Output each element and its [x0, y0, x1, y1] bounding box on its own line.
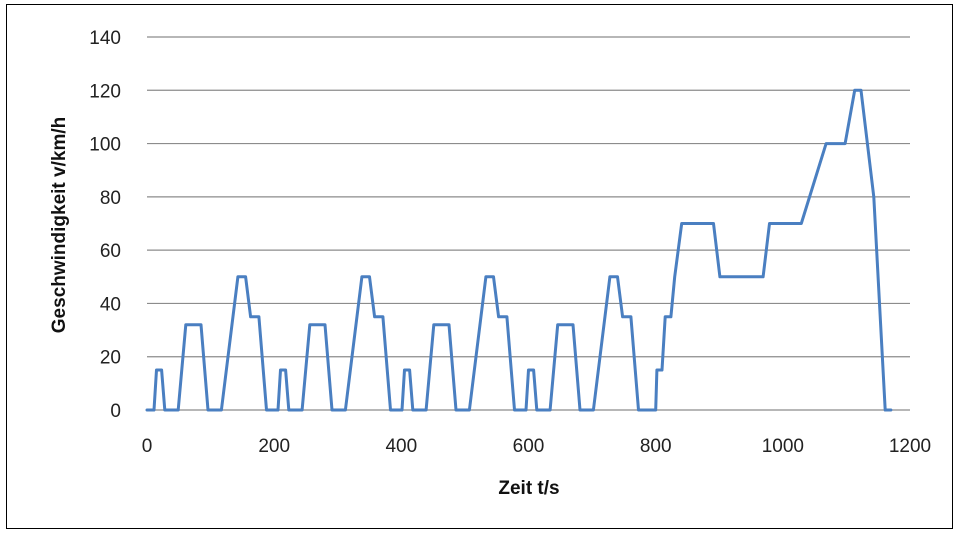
y-tick-label: 80 [100, 188, 121, 209]
y-tick-label: 60 [100, 241, 121, 262]
x-tick-label: 400 [385, 436, 417, 457]
x-tick-label: 200 [258, 436, 290, 457]
x-axis-label: Zeit t/s [498, 478, 559, 499]
x-tick-labels: 0 200 400 600 800 1000 1200 [142, 436, 931, 457]
x-tick-label: 1000 [762, 436, 804, 457]
y-tick-label: 140 [89, 28, 121, 49]
x-tick-label: 0 [142, 436, 153, 457]
y-tick-labels: 0 20 40 60 80 100 120 140 [89, 28, 121, 422]
x-tick-label: 600 [513, 436, 545, 457]
series-group [145, 88, 893, 412]
x-tick-label: 800 [640, 436, 672, 457]
y-axis-label: Geschwindigkeit v/km/h [49, 117, 70, 333]
y-tick-label: 0 [110, 401, 121, 422]
y-tick-label: 120 [89, 81, 121, 102]
x-tick-label: 1200 [889, 436, 931, 457]
y-tick-label: 100 [89, 135, 121, 156]
chart-frame [6, 4, 953, 529]
y-tick-label: 20 [100, 348, 121, 369]
series-line-0 [145, 88, 893, 412]
y-tick-label: 40 [100, 294, 121, 315]
